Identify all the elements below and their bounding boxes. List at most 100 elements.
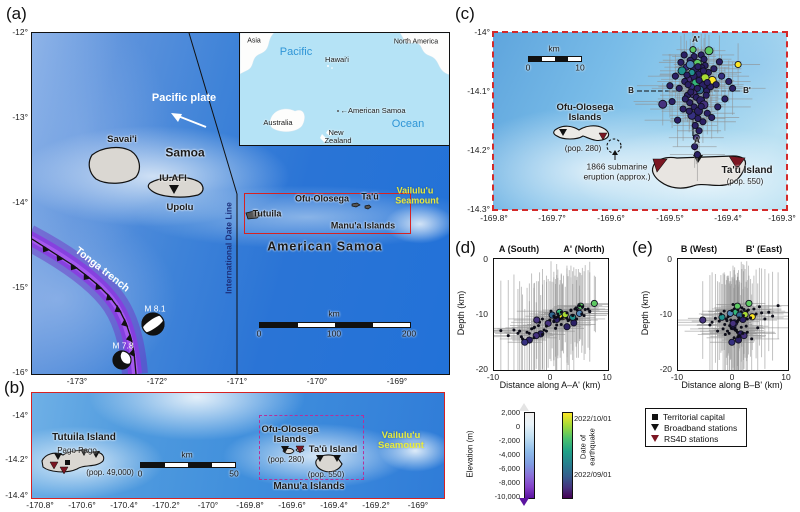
b-ofu-label2: Islands	[273, 434, 307, 446]
d-scatter-layer	[494, 261, 608, 370]
iu-afi-station-marker	[169, 185, 179, 194]
b-rs4d-marker-2	[59, 466, 69, 475]
c-rs4d-marker-1	[598, 132, 608, 141]
c-eruption-arrowhead	[612, 150, 618, 155]
study-area-red-box	[244, 193, 411, 234]
panel-e-letter: (e)	[632, 238, 653, 257]
c-scalebar-unit: km	[548, 43, 560, 54]
elev-tick-2: -2,000	[498, 436, 520, 445]
b-ytick-1: -14.2°	[5, 454, 28, 464]
b-xtick-4: -170°	[197, 500, 219, 510]
b-xtick-1: -170.6°	[68, 500, 96, 510]
a-ytick-2: -14°	[12, 197, 28, 207]
inset-american-samoa-label: ←American Samoa	[340, 106, 406, 116]
american-samoa-dot	[337, 110, 339, 112]
date-tick-mid: 2022/09/01	[574, 470, 612, 479]
pacific-plate-label: Pacific plate	[151, 92, 217, 105]
b-xtick-5: -169.8°	[236, 500, 264, 510]
b-broadband-marker-2	[80, 449, 88, 456]
b-scalebar-0: 0	[137, 468, 143, 479]
e-title-left: B (West)	[680, 244, 718, 254]
c-ytick-2: -14.2°	[467, 145, 490, 155]
legend-territorial-capital: Territorial capital	[663, 411, 725, 422]
a-manua-label: Manu'a Islands	[330, 220, 396, 231]
inset-australia-label: Australia	[263, 118, 293, 128]
a-vailuluu-label2: Seamount	[395, 195, 439, 206]
a-ytick-1: -13°	[12, 112, 28, 122]
c-a-prime-label: A'	[692, 34, 700, 44]
d-title-right: A' (North)	[563, 244, 605, 254]
inset-ocean-label: Ocean	[391, 118, 425, 131]
elevation-label: Elevation (m)	[465, 430, 475, 478]
e-xlabel: Distance along B–B' (km)	[681, 380, 783, 390]
b-broadband-marker-3	[92, 451, 100, 458]
d-xtick-0: -10	[486, 372, 500, 382]
c-rs4d-marker-2	[652, 158, 668, 173]
savaii-label: Savai'i	[107, 134, 137, 146]
a-tutuila-label: Tutuila	[252, 208, 282, 219]
c-tau-island-label: Ta'ū Island	[721, 164, 773, 176]
c-earthquake-layer	[633, 33, 766, 182]
manua-specks	[351, 202, 361, 208]
pacific-inset-map: Asia North America Pacific Hawai'i ←Amer…	[239, 33, 449, 146]
a-xtick-2: -171°	[226, 376, 248, 386]
elev-tick-5: -8,000	[498, 478, 520, 487]
panel-b-letter: (b)	[4, 378, 25, 397]
north-america-landmass	[399, 33, 449, 75]
e-xtick-1: 0	[729, 372, 735, 382]
elev-tick-1: 0	[515, 422, 520, 431]
elevation-bar-top-cap	[519, 403, 529, 411]
b-xtick-9: -169°	[407, 500, 429, 510]
panel-a-letter: (a)	[6, 4, 27, 23]
elev-tick-3: -4,000	[498, 450, 520, 459]
date-tick-top: 2022/10/01	[574, 414, 612, 423]
date-line-label: International Date Line	[223, 202, 234, 294]
e-xtick-0: -10	[670, 372, 684, 382]
b-ytick-2: -14.4°	[5, 490, 28, 500]
map-c-art	[553, 46, 747, 189]
a-tau-label: Ta'ū	[361, 191, 379, 202]
tutuila-shape-small	[245, 210, 262, 220]
elevation-bar-bottom-cap	[519, 498, 529, 506]
inset-pacific-label: Pacific	[279, 46, 313, 59]
c-xtick-3: -169.5°	[656, 213, 684, 223]
a-xtick-0: -173°	[66, 376, 88, 386]
b-scalebar	[140, 462, 236, 468]
a-xtick-1: -172°	[146, 376, 168, 386]
c-scalebar-10: 10	[575, 62, 585, 73]
inset-new-zealand-label1: New	[328, 128, 344, 138]
plate-motion-arrowhead	[171, 113, 182, 122]
symbol-legend-box: Territorial capital Broadband stations R…	[645, 408, 747, 447]
c-ytick-0: -14°	[474, 27, 490, 37]
a-xtick-4: -169°	[386, 376, 408, 386]
e-ytick-1: -10	[659, 309, 672, 319]
elev-tick-0: 2,000	[501, 408, 520, 417]
b-xtick-2: -170.4°	[110, 500, 138, 510]
b-broadband-marker-6	[333, 455, 341, 462]
inset-north-america-label: North America	[393, 38, 439, 46]
c-pop280-label: (pop. 280)	[564, 143, 602, 153]
cross-section-e-plot	[677, 258, 789, 371]
a-ofu-label: Ofu-Olosega	[294, 193, 350, 204]
b-pop280-label: (pop. 280)	[267, 454, 305, 464]
m78-label: M 7.8	[112, 340, 134, 351]
d-ylabel: Depth (km)	[456, 290, 466, 336]
b-scalebar-unit: km	[181, 449, 193, 460]
e-ylabel: Depth (km)	[640, 290, 650, 336]
c-scalebar-0: 0	[525, 62, 531, 73]
map-panel-a: Asia North America Pacific Hawai'i ←Amer…	[31, 32, 450, 375]
inset-art	[240, 33, 449, 143]
c-scalebar	[528, 56, 582, 62]
samoa-label: Samoa	[165, 145, 205, 160]
map-b-art	[41, 445, 343, 475]
c-b-label: B	[628, 85, 634, 95]
inset-new-zealand-label2: Zealand	[324, 136, 352, 146]
plate-motion-arrow	[177, 115, 207, 128]
plate-boundary-diagonal	[188, 33, 238, 195]
b-rs4d-marker-3	[295, 445, 305, 454]
c-pop550-label: (pop. 550)	[726, 176, 764, 186]
a-scalebar	[259, 322, 411, 328]
d-ytick-1: -10	[475, 309, 488, 319]
elev-tick-4: -6,000	[498, 464, 520, 473]
